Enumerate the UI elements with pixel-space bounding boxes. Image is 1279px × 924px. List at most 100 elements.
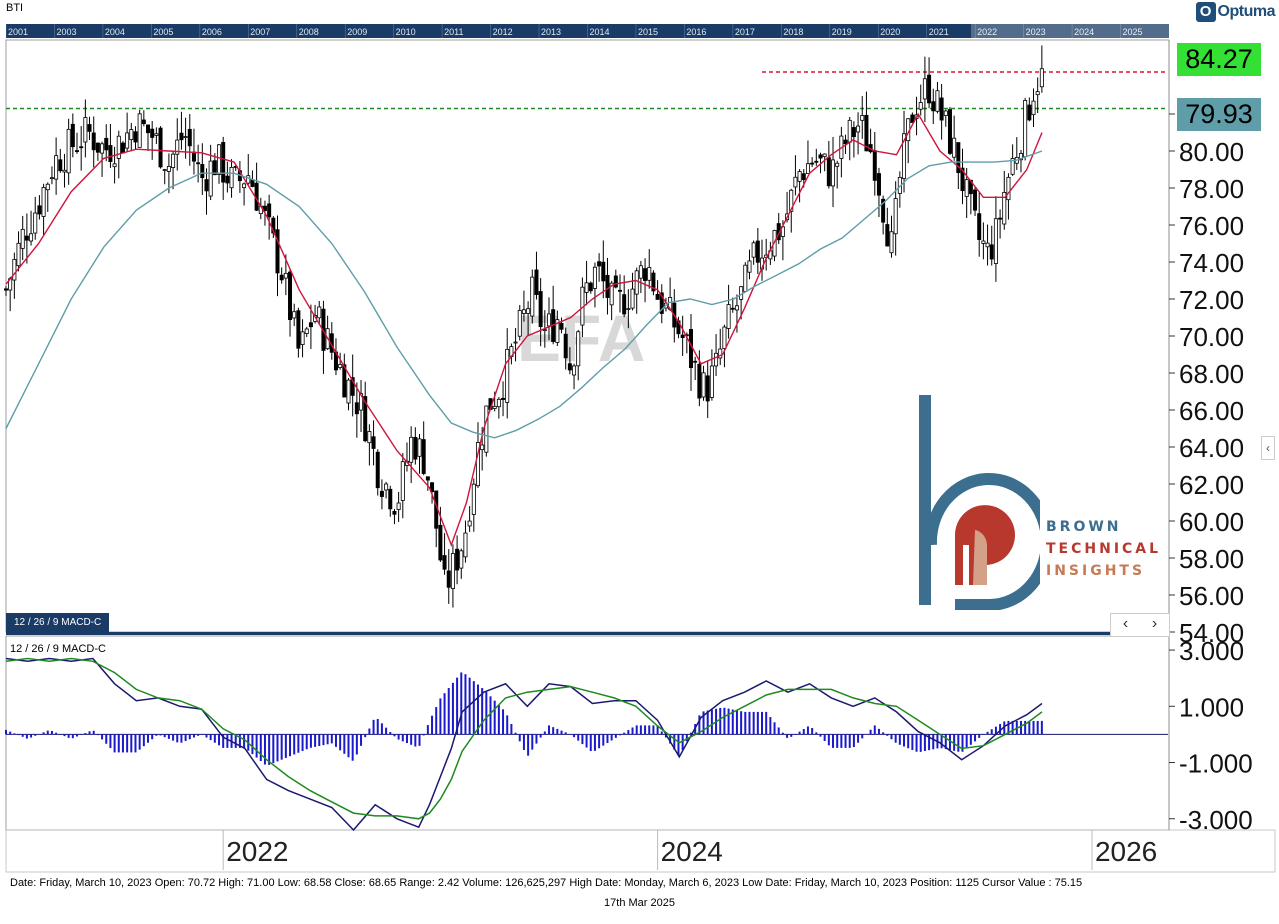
candle-body <box>1010 158 1015 175</box>
histogram-bar <box>347 734 350 758</box>
timeline-navigator[interactable]: 2001 2003 2004 2005 2006 2007 2008 2009 2010 2011… <box>6 24 1169 38</box>
candle-body <box>526 308 531 314</box>
histogram-bar <box>948 734 951 750</box>
candle-body <box>956 142 961 174</box>
histogram-bar <box>953 734 956 751</box>
timeline-years: 2001 2003 2004 2005 2006 2007 2008 2009 2010 2011… <box>6 24 1169 38</box>
candle-body <box>20 228 25 249</box>
histogram-bar <box>710 709 713 735</box>
histogram-bar <box>756 711 759 735</box>
candle-body <box>141 119 146 125</box>
price-tick-label: 56.00 <box>1179 581 1244 611</box>
scroll-right-button[interactable]: › <box>1151 615 1158 632</box>
last-price-label: 79.93 <box>1177 98 1261 131</box>
histogram-bar <box>380 723 383 735</box>
candle-body <box>989 244 994 260</box>
histogram-bar <box>5 729 7 735</box>
indicator-tab[interactable]: 12 / 26 / 9 MACD-C <box>6 613 110 633</box>
histogram-bar <box>748 711 751 735</box>
histogram-bar <box>393 734 396 737</box>
histogram-bar <box>92 730 95 735</box>
timeline-year-label: 2011 <box>444 27 463 37</box>
histogram-bar <box>790 734 793 737</box>
candle-body <box>943 110 948 117</box>
histogram-bar <box>890 734 893 740</box>
histogram-bar <box>698 715 701 735</box>
histogram-bar <box>911 734 914 750</box>
candle-body <box>375 451 380 489</box>
histogram-bar <box>990 729 993 735</box>
candle-body <box>346 379 351 404</box>
candle-body <box>1027 104 1032 121</box>
chart-nav-buttons: ‹ › <box>1110 613 1170 637</box>
timeline-year-label: 2013 <box>541 27 561 37</box>
candle-body <box>818 154 823 159</box>
candle-body <box>993 218 998 264</box>
histogram-bar <box>105 734 108 744</box>
histogram-bar <box>669 734 672 744</box>
candle-body <box>246 175 251 184</box>
histogram-bar <box>405 734 408 744</box>
histogram-bar <box>535 734 538 744</box>
histogram-bar <box>510 724 513 735</box>
histogram-bar <box>330 734 333 744</box>
candle-body <box>413 436 418 460</box>
histogram-bar <box>506 715 509 735</box>
candle-body <box>400 461 405 501</box>
scroll-left-button[interactable]: ‹ <box>1122 615 1129 632</box>
brown-technical-insights-text: BROWN TECHNICAL INSIGHTS <box>1046 516 1161 582</box>
histogram-bar <box>126 734 129 753</box>
timeline-year-label: 2012 <box>493 27 513 37</box>
histogram-bar <box>564 732 567 735</box>
candle-body <box>308 322 313 328</box>
timeline-year-label: 2018 <box>783 27 803 37</box>
candle-body <box>998 217 1003 220</box>
histogram-bar <box>172 734 175 741</box>
candle-body <box>709 365 714 398</box>
candle-body <box>927 74 932 104</box>
price-tick-label: 60.00 <box>1179 507 1244 537</box>
histogram-bar <box>727 708 730 735</box>
histogram-bar <box>147 734 150 743</box>
histogram-bar <box>982 734 985 735</box>
candle-body <box>129 129 134 140</box>
histogram-bar <box>761 711 764 735</box>
histogram-bar <box>1011 720 1014 735</box>
candle-body <box>342 364 347 398</box>
candle-body <box>367 431 372 444</box>
candle-body <box>622 294 627 315</box>
candle-body <box>384 483 389 491</box>
histogram-bar <box>451 682 454 735</box>
optuma-logo-text: Optuma <box>1217 3 1276 20</box>
histogram-bar <box>385 727 388 735</box>
timeline-selection[interactable] <box>971 24 1169 38</box>
candle-body <box>634 270 639 295</box>
histogram-bar <box>13 733 16 735</box>
histogram-bar <box>702 711 705 735</box>
histogram-bar <box>994 726 997 735</box>
histogram-bar <box>765 711 768 735</box>
histogram-bar <box>786 734 789 738</box>
candle-body <box>421 439 426 474</box>
histogram-bar <box>343 734 346 754</box>
histogram-bar <box>234 734 237 748</box>
candle-body <box>793 176 798 188</box>
side-panel-toggle[interactable]: ‹ <box>1261 436 1275 460</box>
timeline-year-label: 2023 <box>1026 27 1046 37</box>
candle-body <box>555 319 560 343</box>
candle-body <box>41 187 46 217</box>
candle-body <box>893 198 898 235</box>
candle-body <box>856 125 861 133</box>
histogram-bar <box>276 734 279 762</box>
candle-body <box>229 166 234 189</box>
histogram-bar <box>96 734 99 736</box>
candle-body <box>204 179 209 192</box>
histogram-bar <box>439 698 442 735</box>
histogram-bar <box>497 704 500 735</box>
histogram-bar <box>986 731 989 735</box>
histogram-bar <box>681 734 684 750</box>
histogram-bar <box>30 734 33 738</box>
histogram-bar <box>197 734 200 736</box>
candle-body <box>517 310 522 337</box>
